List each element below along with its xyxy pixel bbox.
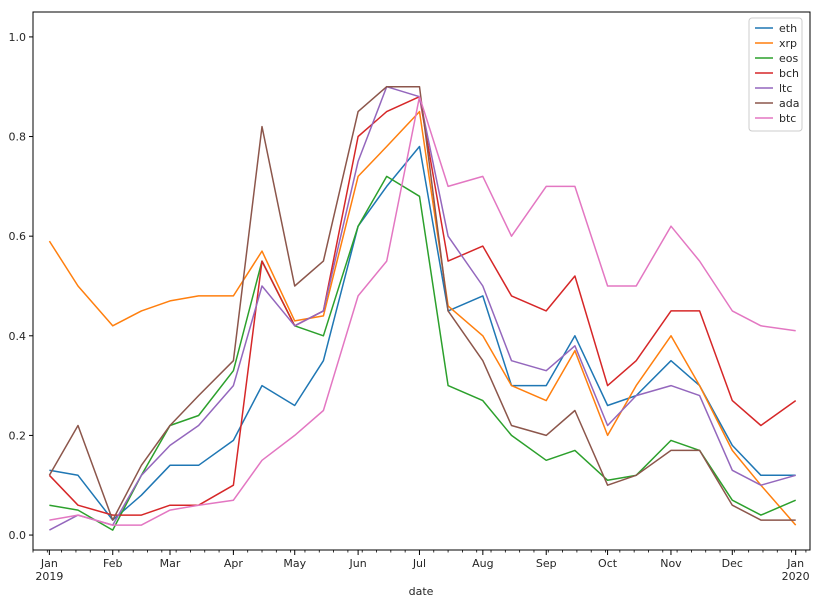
x-tick-label: Mar [160, 557, 181, 570]
x-tick-label: May [283, 557, 306, 570]
series-line-xrp [48, 110, 797, 526]
x-tick-label: Aug [472, 557, 493, 570]
x-tick-label: Dec [722, 557, 743, 570]
x-tick-year-label: 2020 [782, 570, 810, 583]
series-line-btc [49, 95, 796, 526]
series-line-ada [48, 85, 796, 521]
legend-label-xrp: xrp [779, 37, 797, 50]
y-tick-label: 0.0 [9, 529, 27, 542]
plot-frame [32, 11, 811, 551]
y-tick-label: 0.8 [9, 131, 27, 144]
x-tick-label: Apr [224, 557, 244, 570]
legend-label-bch: bch [779, 67, 799, 80]
x-axis-title: date [409, 585, 434, 598]
y-axis: 0.0 0.2 0.4 0.6 0.8 1.0 [9, 31, 33, 542]
series-line-eos [49, 175, 796, 531]
legend-label-ada: ada [779, 97, 799, 110]
x-tick-label: Jan [40, 557, 58, 570]
x-tick-label: Jun [349, 557, 367, 570]
series-line-eth [49, 145, 796, 521]
y-tick-label: 0.4 [9, 330, 27, 343]
x-tick-label: Oct [598, 557, 618, 570]
x-tick-label: Jul [412, 557, 426, 570]
x-tick-label: Sep [536, 557, 557, 570]
y-tick-label: 0.2 [9, 429, 27, 442]
legend-label-btc: btc [779, 112, 796, 125]
x-tick-year-label: 2019 [35, 570, 63, 583]
x-tick-label: Feb [103, 557, 122, 570]
y-tick-label: 0.6 [9, 230, 27, 243]
y-tick-label: 1.0 [9, 31, 27, 44]
legend-label-ltc: ltc [779, 82, 792, 95]
legend: eth xrp eos bch ltc ada btc [748, 17, 803, 132]
series-line-ltc [49, 85, 796, 531]
x-tick-label: Nov [660, 557, 682, 570]
legend-label-eth: eth [779, 22, 797, 35]
x-tick-label: Jan [786, 557, 804, 570]
plot-lines [48, 85, 797, 531]
legend-label-eos: eos [779, 52, 798, 65]
series-line-bch [48, 95, 797, 516]
